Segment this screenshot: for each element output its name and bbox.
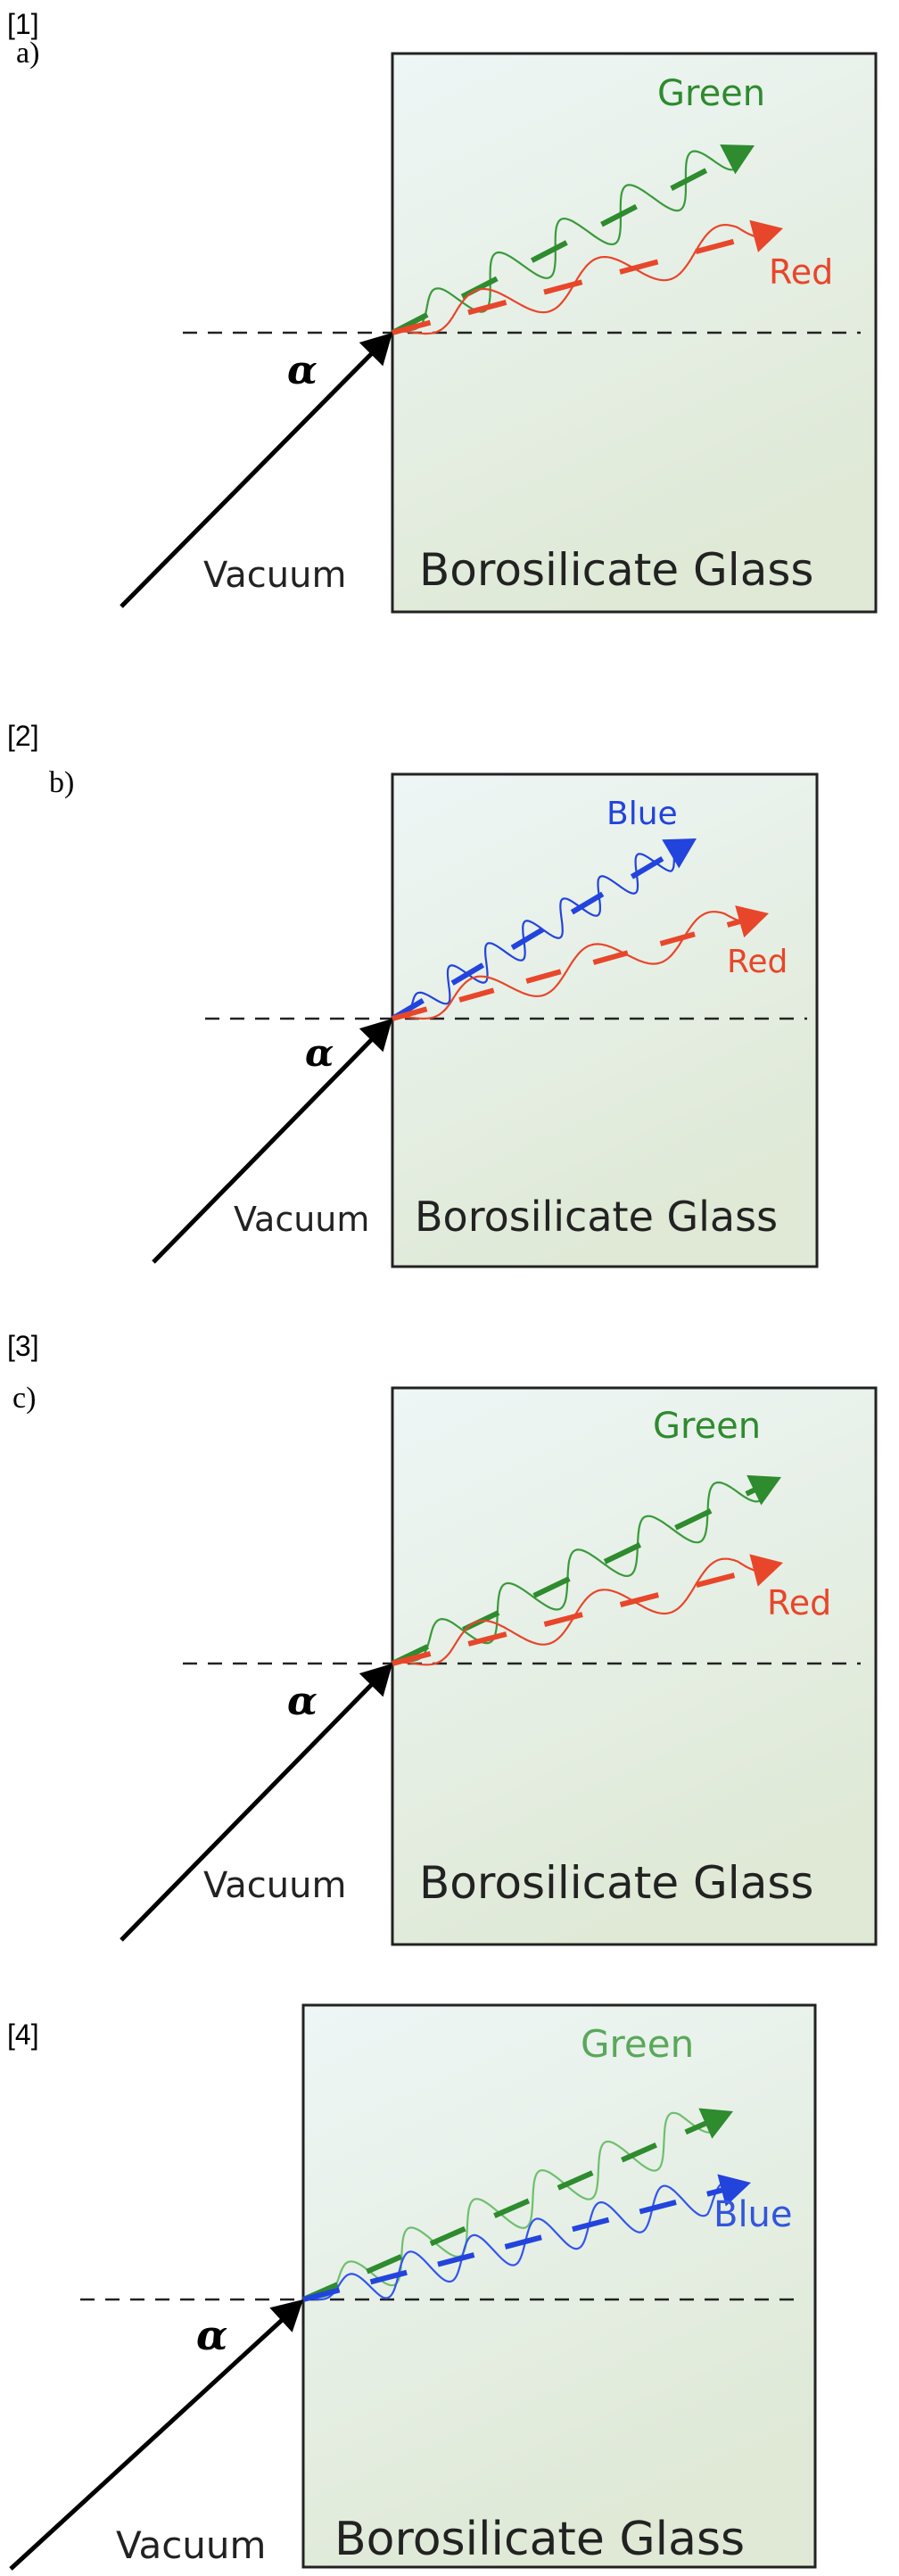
ray-label-red: Red	[727, 944, 788, 980]
medium-label: Borosilicate Glass	[419, 1857, 813, 1909]
ray-arrowhead	[735, 905, 769, 938]
ray-label-green: Green	[653, 1406, 761, 1447]
sub-figure-letter: a)	[16, 37, 39, 70]
ray-arrowhead	[749, 219, 783, 252]
medium-label: Borosilicate Glass	[415, 1193, 778, 1241]
incident-ray	[120, 343, 382, 608]
ray-arrowhead	[749, 1554, 783, 1587]
panel-number-label: [2]	[7, 720, 39, 752]
panel-1: [1]a) α Vacuum Borosilicate Glass Green Red	[7, 8, 878, 614]
medium-label: Borosilicate Glass	[334, 2513, 745, 2566]
refracted-ray-red: Red	[392, 219, 833, 335]
incident-arrowhead	[359, 333, 392, 367]
panel-number-label: [1]	[7, 8, 39, 40]
direction-dashes	[301, 2116, 717, 2302]
panel-number-label: [3]	[7, 1330, 39, 1362]
ray-label-red: Red	[769, 252, 833, 292]
refracted-ray-red: Red	[392, 1554, 831, 1666]
refracted-ray-blue: Blue	[302, 2174, 793, 2302]
vacuum-label: Vacuum	[203, 1865, 346, 1906]
ray-arrowhead	[662, 838, 697, 869]
panel-3: [3] c) α Vacuum Borosilicate Glass Green Red	[7, 1330, 878, 1946]
direction-dashes	[391, 843, 686, 1021]
incident-ray	[9, 2310, 293, 2571]
ray-label-green: Green	[657, 73, 765, 114]
incident-ray	[120, 1674, 382, 1942]
refracted-ray-red: Red	[392, 905, 788, 1021]
wave-trace	[392, 911, 766, 1020]
ray-label-blue: Blue	[713, 2194, 793, 2235]
angle-alpha-label: α	[305, 1031, 334, 1075]
wave-trace	[392, 223, 780, 335]
ray-arrowhead	[698, 2108, 733, 2139]
panel-2: [2] b) α Vacuum Borosilicate Glass Blue Red	[7, 720, 819, 1268]
vacuum-label: Vacuum	[203, 555, 346, 596]
direction-dashes	[392, 914, 755, 1021]
wave-trace	[392, 146, 752, 334]
ray-label-red: Red	[767, 1583, 831, 1622]
glass-block	[391, 1386, 878, 1946]
ray-arrowhead	[720, 144, 755, 175]
incident-arrowhead	[269, 2299, 303, 2332]
sub-figure-letter: c)	[12, 1382, 36, 1415]
incident-arrowhead	[359, 1019, 392, 1053]
wave-trace	[392, 1478, 779, 1665]
glass-block	[301, 2003, 817, 2569]
vacuum-label: Vacuum	[234, 1200, 369, 1239]
direction-dashes	[392, 229, 769, 335]
angle-alpha-label: α	[196, 2311, 227, 2359]
refracted-ray-blue: Blue	[391, 796, 697, 1021]
angle-alpha-label: α	[287, 348, 318, 393]
panel-4: [4] α Vacuum Borosilicate Glass Green Blue	[7, 2003, 817, 2571]
refracted-ray-green: Green	[391, 73, 765, 335]
medium-label: Borosilicate Glass	[419, 544, 813, 596]
ray-label-blue: Blue	[606, 796, 678, 832]
wave-trace	[392, 1557, 780, 1666]
panel-number-label: [4]	[7, 2019, 39, 2051]
direction-dashes	[392, 1564, 769, 1666]
ray-arrowhead	[746, 1474, 781, 1506]
angle-alpha-label: α	[287, 1679, 318, 1724]
incident-arrowhead	[359, 1664, 392, 1697]
sub-figure-letter: b)	[49, 766, 74, 799]
direction-dashes	[391, 150, 742, 335]
vacuum-label: Vacuum	[116, 2523, 266, 2567]
refracted-ray-green: Green	[391, 1406, 781, 1666]
ray-arrowhead	[717, 2174, 751, 2207]
glass-block	[391, 772, 819, 1268]
ray-label-green: Green	[581, 2022, 694, 2066]
direction-dashes	[302, 2184, 734, 2302]
direction-dashes	[391, 1482, 767, 1666]
incident-ray	[152, 1029, 382, 1264]
